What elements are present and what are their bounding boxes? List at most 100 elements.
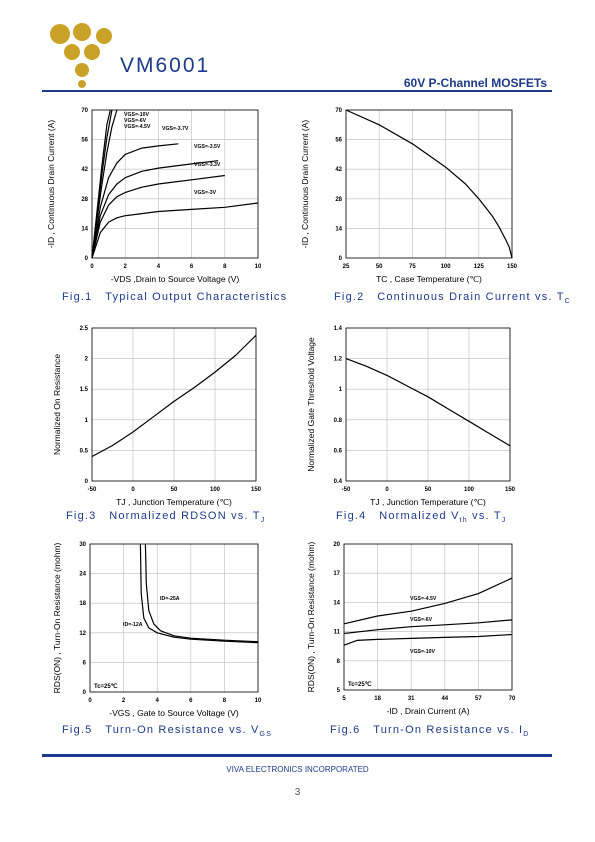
- y-tick-label: 42: [335, 167, 342, 173]
- x-tick-label: 44: [441, 696, 448, 702]
- y-tick-label: 56: [335, 138, 342, 144]
- chart-annotation: Tc=25℃: [348, 681, 372, 688]
- series-line: [91, 174, 225, 259]
- x-tick-label: 25: [343, 264, 350, 270]
- series-label: VGS=-10V: [124, 112, 149, 118]
- series-line: [144, 543, 259, 643]
- x-tick-label: 10: [255, 698, 262, 704]
- y-tick-label: 30: [79, 542, 86, 548]
- x-tick-label: 150: [251, 487, 262, 493]
- plot-frame: [91, 109, 259, 259]
- y-tick-label: 0.4: [334, 479, 343, 485]
- x-tick-label: -50: [342, 487, 351, 493]
- y-tick-label: 17: [333, 571, 340, 577]
- series-label: VGS=-10V: [410, 649, 435, 655]
- y-tick-label: 14: [81, 226, 88, 232]
- series-label: VGS=-3.3V: [194, 162, 221, 168]
- series-label: ID=-12A: [123, 622, 143, 628]
- plot-frame: [91, 327, 257, 482]
- y-tick-label: 2.5: [80, 326, 89, 332]
- x-tick-label: 50: [171, 487, 178, 493]
- chart-fig5: 0 2 4 6 8 100612182430ID=-25AID=-12ATc=25℃-VG…: [52, 542, 262, 718]
- y-tick-label: 20: [333, 542, 340, 548]
- y-tick-label: 70: [335, 108, 342, 114]
- x-tick-label: 0: [385, 487, 389, 493]
- y-axis-label: RDS(ON) , Turn-On Resistance (mohm): [306, 541, 316, 692]
- y-axis-label: -ID , Continuous Drain Current (A): [300, 120, 310, 249]
- series-line: [91, 143, 179, 259]
- logo-dot-2: [73, 23, 91, 41]
- series-line: [343, 619, 513, 635]
- x-tick-label: 70: [509, 696, 516, 702]
- y-tick-label: 56: [81, 138, 88, 144]
- x-axis-label: TC , Case Temperature (℃): [376, 274, 482, 284]
- series-label: VGS=-6V: [124, 118, 147, 124]
- header-rule: [42, 90, 552, 92]
- plot-frame: [343, 543, 513, 691]
- x-tick-label: 2: [122, 698, 126, 704]
- plot-frame: [345, 327, 511, 482]
- x-tick-label: 50: [425, 487, 432, 493]
- series-label: VGS=-6V: [410, 617, 433, 623]
- y-tick-label: 0: [85, 479, 89, 485]
- caption-fig2: Fig.2 Continuous Drain Current vs. TC: [334, 291, 571, 306]
- chart-annotation: Tc=25℃: [94, 683, 118, 690]
- x-axis-label: -VDS ,Drain to Source Voltage (V): [111, 274, 240, 284]
- x-tick-label: 75: [409, 264, 416, 270]
- series-line: [343, 577, 513, 625]
- x-tick-label: 18: [374, 696, 381, 702]
- company-logo: [50, 23, 112, 88]
- x-tick-label: 150: [507, 264, 518, 270]
- plot-frame: [345, 109, 513, 259]
- y-tick-label: 0: [339, 256, 343, 262]
- y-tick-label: 14: [333, 600, 340, 606]
- y-tick-label: 1.4: [334, 326, 343, 332]
- footer-rule: [42, 754, 552, 757]
- y-axis-label: Normalized On Resistance: [52, 354, 62, 455]
- x-tick-label: 6: [190, 264, 194, 270]
- y-tick-label: 14: [335, 226, 342, 232]
- y-tick-label: 11: [334, 630, 341, 636]
- series-line: [139, 543, 259, 644]
- y-tick-label: 0: [85, 256, 89, 262]
- x-tick-label: 10: [255, 264, 262, 270]
- x-tick-label: 6: [189, 698, 193, 704]
- logo-dot-7: [78, 80, 86, 88]
- series-label: VGS=-3V: [194, 190, 217, 196]
- caption-fig5: Fig.5 Turn-On Resistance vs. VGS: [62, 724, 273, 739]
- y-tick-label: 0: [83, 690, 87, 696]
- x-tick-label: 50: [376, 264, 383, 270]
- y-tick-label: 42: [81, 167, 88, 173]
- y-axis-label: RDS(ON) , Turn-On Resistance (mohm): [52, 542, 62, 693]
- x-tick-label: -50: [88, 487, 97, 493]
- x-tick-label: 8: [223, 698, 227, 704]
- y-tick-label: 0.6: [334, 448, 343, 454]
- y-tick-label: 1: [85, 418, 89, 424]
- y-tick-label: 70: [81, 108, 88, 114]
- series-label: VGS=-3.5V: [194, 144, 221, 150]
- y-tick-label: 2: [85, 357, 89, 363]
- x-tick-label: 4: [157, 264, 161, 270]
- logo-dot-1: [50, 24, 70, 44]
- series-line: [91, 109, 118, 259]
- page-number: 3: [294, 787, 301, 798]
- x-tick-label: 0: [90, 264, 94, 270]
- x-tick-label: 31: [408, 696, 415, 702]
- caption-fig4: Fig.4 Normalized Vth vs. TJ: [336, 510, 507, 525]
- logo-dot-4: [64, 44, 80, 60]
- series-label: ID=-25A: [160, 596, 180, 602]
- chart-fig3: -50 0 50 100 150 0 0.5 1 1.5 2 2.5 TJ , Junction Te…: [52, 326, 262, 507]
- x-axis-label: -ID , Drain Current (A): [386, 706, 469, 716]
- part-number: VM6001: [120, 54, 211, 77]
- x-tick-label: 57: [475, 696, 482, 702]
- logo-dot-3: [96, 28, 112, 44]
- y-tick-label: 28: [335, 197, 342, 203]
- x-tick-label: 125: [474, 264, 485, 270]
- y-tick-label: 28: [81, 197, 88, 203]
- y-axis-label: -ID , Continuous Drain Current (A): [46, 120, 56, 249]
- series-label: VGS=-4.5V: [124, 124, 151, 130]
- x-tick-label: 150: [505, 487, 516, 493]
- series-label: VGS=-3.7V: [162, 126, 189, 132]
- x-tick-label: 5: [342, 696, 346, 702]
- y-tick-label: 1.5: [80, 387, 89, 393]
